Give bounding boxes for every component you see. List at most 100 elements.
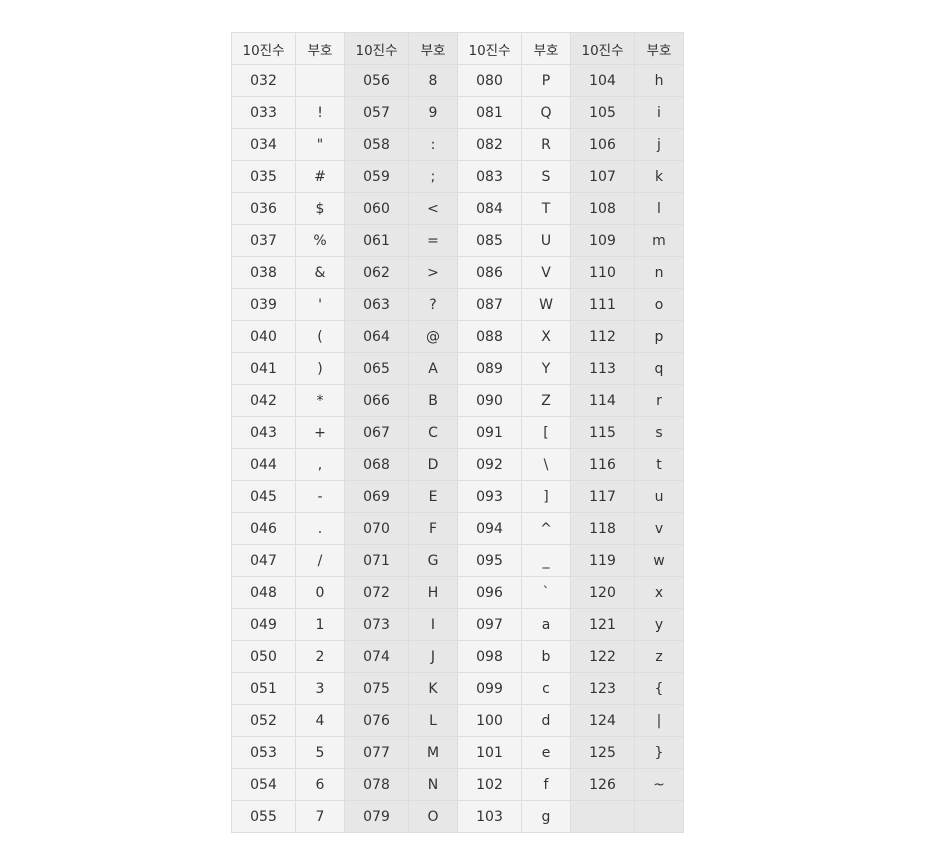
table-row: 039 ' 063? 087 W 111 o	[231, 288, 684, 321]
header-decimal: 10진수	[570, 32, 635, 65]
decimal-cell: 104	[570, 64, 635, 97]
table-row: 036 $060 <084 T 108 l	[231, 192, 684, 225]
symbol-cell: _	[521, 544, 571, 577]
decimal-cell: 117	[570, 480, 635, 513]
table-row: 051 3 075 K 099 c 123{	[231, 672, 684, 705]
decimal-cell: 095	[457, 544, 522, 577]
decimal-cell: 065	[344, 352, 409, 385]
symbol-cell: l	[634, 192, 684, 225]
table-row: 038 & 062 >086 V 110 n	[231, 256, 684, 289]
symbol-cell: k	[634, 160, 684, 193]
decimal-cell: 122	[570, 640, 635, 673]
decimal-cell: 111	[570, 288, 635, 321]
table-row: 041) 065 A 089 Y 113 q	[231, 352, 684, 385]
symbol-cell: L	[408, 704, 458, 737]
symbol-cell: =	[408, 224, 458, 257]
table-row: 042 * 066 B 090 Z 114 r	[231, 384, 684, 417]
symbol-cell: 5	[295, 736, 345, 769]
table-row: 034 " 058:082 R 106 j	[231, 128, 684, 161]
symbol-cell: ?	[408, 288, 458, 321]
decimal-cell: 087	[457, 288, 522, 321]
decimal-cell: 110	[570, 256, 635, 289]
decimal-cell: 082	[457, 128, 522, 161]
table-row: 046. 070 F 094 ^ 118 v	[231, 512, 684, 545]
table-row: 049 1 073 I 097 a 121 y	[231, 608, 684, 641]
symbol-cell: W	[521, 288, 571, 321]
symbol-cell: R	[521, 128, 571, 161]
decimal-cell: 033	[231, 96, 296, 129]
decimal-cell	[570, 800, 635, 833]
symbol-cell: [	[521, 416, 571, 449]
decimal-cell: 084	[457, 192, 522, 225]
decimal-cell: 054	[231, 768, 296, 801]
decimal-cell: 037	[231, 224, 296, 257]
decimal-cell: 075	[344, 672, 409, 705]
decimal-cell: 105	[570, 96, 635, 129]
symbol-cell: e	[521, 736, 571, 769]
table-row: 053 5 077 M 101 e 125}	[231, 736, 684, 769]
symbol-cell: w	[634, 544, 684, 577]
table-row: 040(064 @088 X 112 p	[231, 320, 684, 353]
decimal-cell: 034	[231, 128, 296, 161]
table-row: 043 +067 C 091[115 s	[231, 416, 684, 449]
symbol-cell: <	[408, 192, 458, 225]
symbol-cell: 3	[295, 672, 345, 705]
decimal-cell: 043	[231, 416, 296, 449]
decimal-cell: 040	[231, 320, 296, 353]
symbol-cell: (	[295, 320, 345, 353]
decimal-cell: 038	[231, 256, 296, 289]
symbol-cell: y	[634, 608, 684, 641]
symbol-cell: :	[408, 128, 458, 161]
symbol-cell: Z	[521, 384, 571, 417]
symbol-cell: r	[634, 384, 684, 417]
symbol-cell: {	[634, 672, 684, 705]
symbol-cell: U	[521, 224, 571, 257]
symbol-cell: i	[634, 96, 684, 129]
decimal-cell: 044	[231, 448, 296, 481]
decimal-cell: 079	[344, 800, 409, 833]
decimal-cell: 097	[457, 608, 522, 641]
symbol-cell: s	[634, 416, 684, 449]
table-row: 052 4 076 L 100 d 124 |	[231, 704, 684, 737]
symbol-cell: 1	[295, 608, 345, 641]
ascii-code-table: 10진수 부호 10진수 부호 10진수 부호 10진수 부호 032 056 8 080 P 104 h…	[231, 32, 684, 833]
header-decimal: 10진수	[231, 32, 296, 65]
symbol-cell: T	[521, 192, 571, 225]
symbol-cell: 6	[295, 768, 345, 801]
symbol-cell: `	[521, 576, 571, 609]
symbol-cell: /	[295, 544, 345, 577]
decimal-cell: 073	[344, 608, 409, 641]
decimal-cell: 042	[231, 384, 296, 417]
decimal-cell: 077	[344, 736, 409, 769]
decimal-cell: 103	[457, 800, 522, 833]
decimal-cell: 125	[570, 736, 635, 769]
decimal-cell: 126	[570, 768, 635, 801]
decimal-cell: 058	[344, 128, 409, 161]
symbol-cell: 4	[295, 704, 345, 737]
symbol-cell: S	[521, 160, 571, 193]
symbol-cell: '	[295, 288, 345, 321]
decimal-cell: 060	[344, 192, 409, 225]
symbol-cell: f	[521, 768, 571, 801]
table-row: 050 2 074 J 098 b 122 z	[231, 640, 684, 673]
symbol-cell: @	[408, 320, 458, 353]
symbol-cell: d	[521, 704, 571, 737]
symbol-cell: *	[295, 384, 345, 417]
decimal-cell: 052	[231, 704, 296, 737]
decimal-cell: 053	[231, 736, 296, 769]
decimal-cell: 059	[344, 160, 409, 193]
symbol-cell: ,	[295, 448, 345, 481]
symbol-cell: #	[295, 160, 345, 193]
decimal-cell: 090	[457, 384, 522, 417]
decimal-cell: 109	[570, 224, 635, 257]
symbol-cell: .	[295, 512, 345, 545]
symbol-cell: O	[408, 800, 458, 833]
table-row: 033! 057 9 081 Q 105 i	[231, 96, 684, 129]
symbol-cell: \	[521, 448, 571, 481]
decimal-cell: 121	[570, 608, 635, 641]
table-body: 032 056 8 080 P 104 h 033! 057 9 081 Q 105 i 034 " 058:0…	[231, 64, 684, 833]
symbol-cell: }	[634, 736, 684, 769]
decimal-cell: 116	[570, 448, 635, 481]
decimal-cell: 094	[457, 512, 522, 545]
decimal-cell: 088	[457, 320, 522, 353]
